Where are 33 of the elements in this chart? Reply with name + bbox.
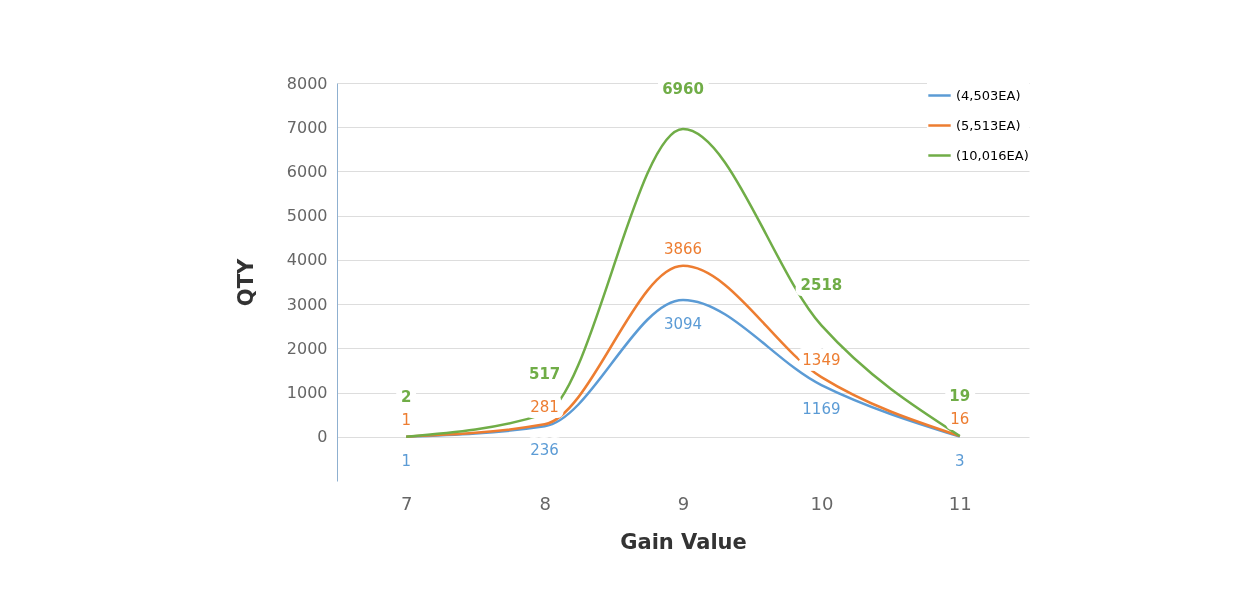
y-tick-label: 4000 bbox=[286, 250, 328, 270]
data-label: 1169 bbox=[802, 400, 841, 419]
y-tick-label: 0 bbox=[317, 427, 328, 447]
legend-label: (5,513EA) bbox=[956, 117, 1021, 133]
legend-label: (4,503EA) bbox=[956, 87, 1021, 103]
x-tick-label: 9 bbox=[677, 492, 690, 514]
y-tick-label: 2000 bbox=[286, 338, 328, 358]
legend-label: (10,016EA) bbox=[956, 147, 1029, 163]
x-tick-label: 7 bbox=[400, 492, 413, 514]
data-label: 2 bbox=[400, 387, 412, 406]
data-label: 236 bbox=[530, 441, 559, 460]
x-tick-label: 10 bbox=[810, 492, 834, 514]
data-label: 3866 bbox=[663, 239, 703, 258]
y-tick-label: 6000 bbox=[286, 161, 328, 181]
data-label: 6960 bbox=[662, 79, 704, 98]
x-axis-title: Gain Value bbox=[620, 529, 747, 554]
y-tick-label: 7000 bbox=[286, 117, 328, 137]
y-tick-label: 8000 bbox=[286, 73, 328, 93]
y-tick-label: 3000 bbox=[286, 294, 328, 314]
data-label: 19 bbox=[949, 386, 971, 405]
y-tick-label: 5000 bbox=[286, 206, 328, 226]
y-axis-title: QTY bbox=[233, 258, 258, 307]
data-label: 16 bbox=[950, 410, 970, 429]
data-label: 1 bbox=[401, 410, 411, 429]
data-label: 2518 bbox=[800, 276, 843, 295]
data-label: 1349 bbox=[802, 351, 841, 370]
x-tick-label: 8 bbox=[539, 492, 551, 514]
data-label: 3094 bbox=[663, 314, 703, 333]
data-label: 1 bbox=[401, 451, 411, 470]
data-label: 517 bbox=[528, 364, 561, 383]
y-tick-label: 1000 bbox=[286, 383, 328, 403]
x-tick-label: 11 bbox=[948, 492, 972, 514]
data-label: 3 bbox=[955, 451, 965, 470]
